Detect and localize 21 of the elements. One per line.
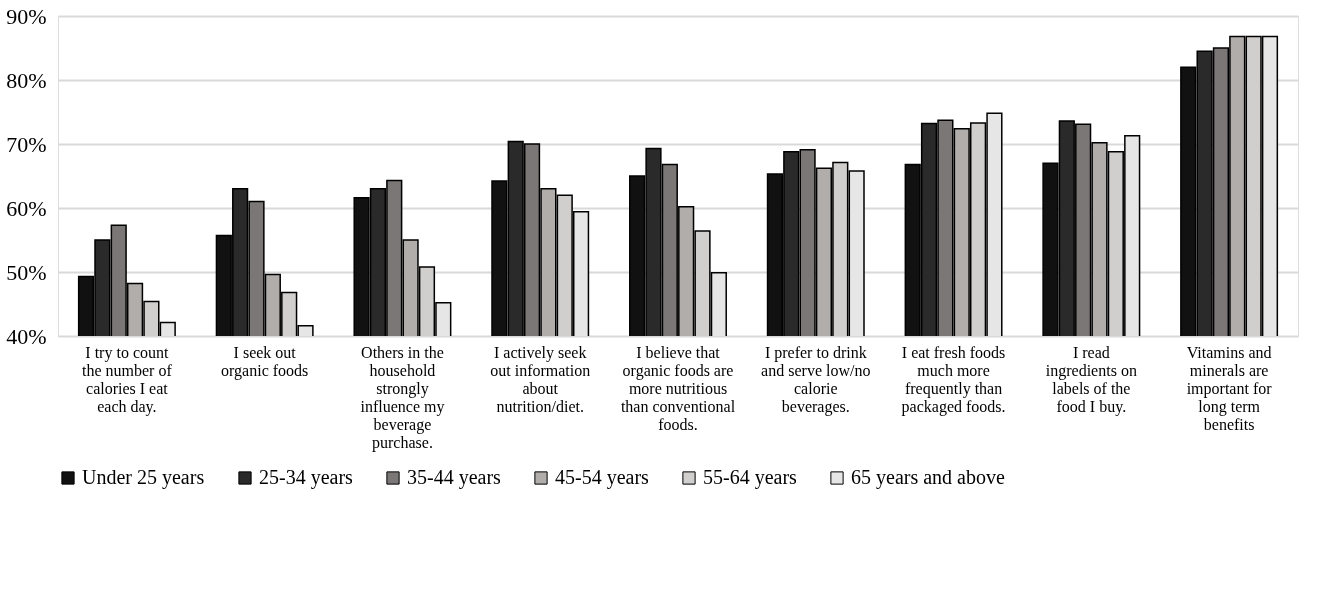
legend-label: 45-54 years	[555, 466, 650, 489]
x-tick-label: I believe that organic foods are more nutritious than conventional foods.	[620, 343, 736, 433]
legend-label: 25-34 years	[259, 466, 354, 489]
legend-label: 65 years and above	[851, 466, 1005, 489]
y-tick-label: 90%	[6, 3, 47, 29]
x-tick-label: I read ingredients on labels of the food I buy.	[1045, 343, 1137, 416]
y-tick-label: 40%	[6, 323, 47, 349]
legend-label: Under 25 years	[82, 466, 205, 489]
x-tick-label: I actively seek out information about nutrition/diet.	[490, 343, 591, 415]
legend-label: 35-44 years	[407, 466, 502, 489]
y-tick-label: 70%	[6, 131, 47, 157]
y-tick-label: 60%	[6, 195, 47, 221]
y-tick-label: 80%	[6, 67, 47, 93]
x-tick-label: Others in the household strongly influence my beverage purchase.	[360, 343, 445, 452]
y-tick-label: 50%	[6, 259, 47, 285]
x-tick-label: I try to count the number of calories I eat each day.	[82, 343, 173, 416]
x-tick-label: Vitamins and minerals are important for long term benefits	[1186, 343, 1273, 433]
x-tick-label: I seek out organic foods	[221, 343, 309, 380]
x-tick-label: I prefer to drink and serve low/no calorie beverages.	[761, 343, 871, 416]
x-tick-label: I eat fresh foods much more frequently than packaged foods.	[901, 343, 1006, 416]
legend-label: 55-64 years	[703, 466, 798, 489]
